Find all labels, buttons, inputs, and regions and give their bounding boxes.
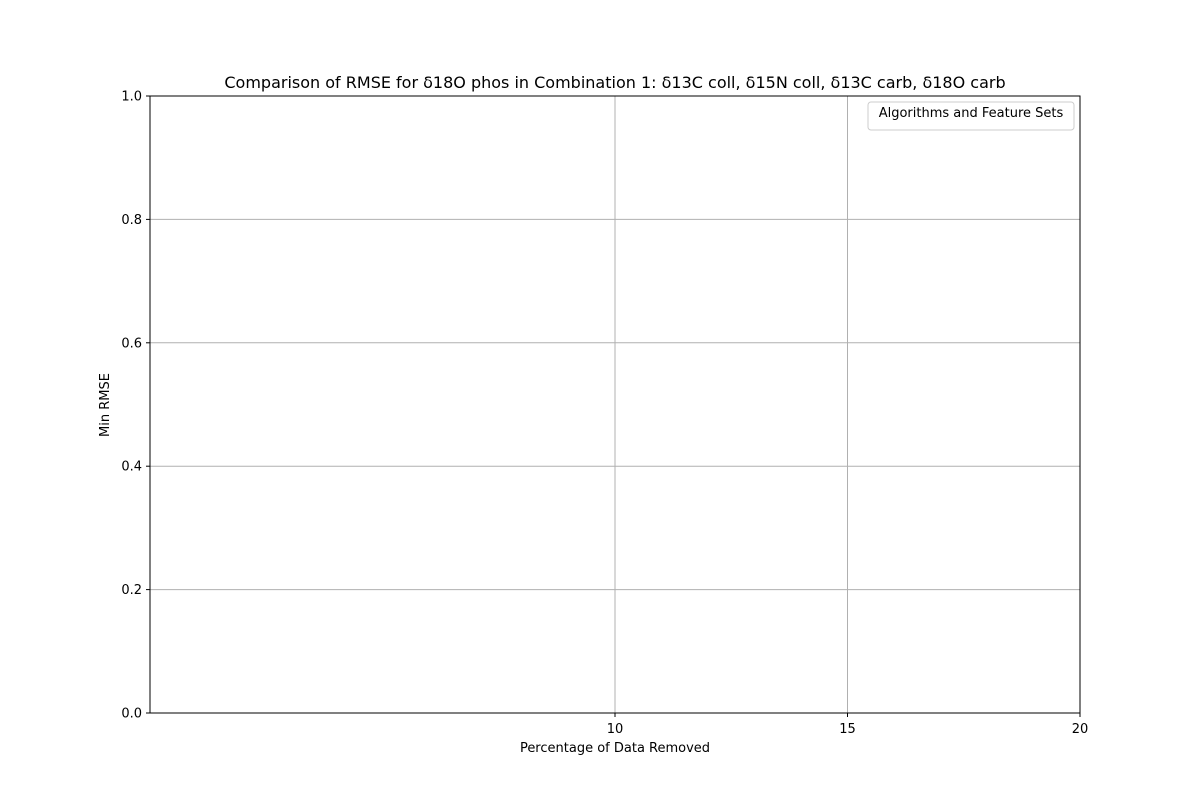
x-axis: 10 15 20 <box>607 713 1089 737</box>
y-tick-label: 0.0 <box>121 707 142 722</box>
y-tick-label: 0.8 <box>121 213 142 228</box>
y-tick-label: 0.6 <box>121 336 142 351</box>
chart-title: Comparison of RMSE for δ18O phos in Comb… <box>224 73 1005 92</box>
y-tick-label: 0.2 <box>121 583 142 598</box>
y-axis: 0.0 0.2 0.4 0.6 0.8 1.0 <box>121 90 150 722</box>
legend: Algorithms and Feature Sets <box>867 101 1075 131</box>
x-tick-label: 20 <box>1072 722 1089 737</box>
y-axis-label: Min RMSE <box>98 373 113 437</box>
y-tick-label: 0.4 <box>121 460 142 475</box>
x-axis-label: Percentage of Data Removed <box>520 741 710 756</box>
legend-box <box>867 101 1075 131</box>
x-tick-label: 15 <box>839 722 856 737</box>
y-tick-label: 1.0 <box>121 90 142 105</box>
x-tick-label: 10 <box>607 722 624 737</box>
legend-title: Algorithms and Feature Sets <box>879 106 1064 121</box>
